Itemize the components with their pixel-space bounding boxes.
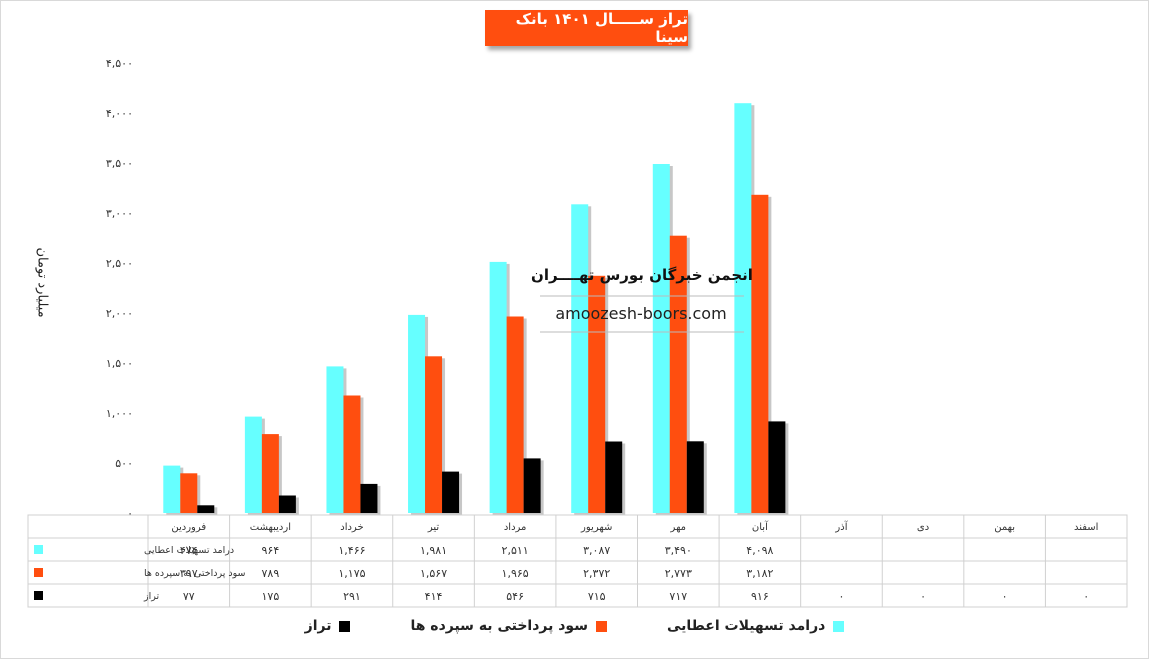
data-label: ۷۷ (183, 590, 195, 603)
data-label: ۴۱۴ (425, 590, 443, 603)
bar (163, 465, 181, 513)
category-label: فروردین (171, 522, 206, 533)
bar (425, 356, 443, 513)
bar (523, 458, 541, 513)
bar (343, 395, 361, 513)
bar (751, 194, 769, 514)
legend-swatch-interest (595, 620, 607, 632)
legend-item-balance: تراز (305, 618, 351, 634)
bar (588, 275, 606, 513)
category-label: بهمن (994, 522, 1015, 533)
data-label: ۳,۱۸۲ (746, 567, 773, 580)
bar (605, 441, 623, 513)
data-label: ۱,۵۶۷ (420, 567, 447, 580)
bar (506, 316, 524, 513)
data-label: ۹۶۴ (262, 544, 280, 557)
y-tick-label: ۱,۵۰۰ (106, 357, 133, 370)
watermark-url: amoozesh-boors.com (555, 304, 726, 323)
category-label: مهر (670, 522, 686, 533)
data-label: ۴,۰۹۸ (746, 544, 773, 557)
data-label: ۱۷۵ (262, 590, 280, 603)
y-tick-label: ۲,۵۰۰ (106, 257, 133, 270)
data-label: ۰ (1083, 590, 1089, 603)
table-legend-swatch (34, 545, 43, 554)
bar (686, 441, 704, 513)
data-label: ۰ (1002, 590, 1008, 603)
y-tick-label: ۰ (127, 507, 133, 520)
bar (768, 421, 786, 513)
y-tick-label: ۳,۵۰۰ (106, 157, 133, 170)
legend-swatch-balance (339, 620, 351, 632)
table-series-label: سود پرداختی به سپرده ها (144, 568, 246, 579)
table-series-label: تراز (143, 591, 159, 602)
legend-item-income: درامد تسهیلات اعطایی (666, 618, 845, 634)
data-label: ۰ (838, 590, 844, 603)
table-legend-swatch (34, 591, 43, 600)
bar (244, 416, 262, 513)
watermark-title: انجمن خبرگان بورس تهــــران (531, 266, 753, 284)
bar (734, 103, 752, 513)
data-label: ۷۱۷ (669, 590, 687, 603)
bar (360, 483, 378, 513)
bar (180, 473, 198, 513)
bar (278, 495, 296, 513)
chart-title: تراز ســـــال ۱۴۰۱ بانک سینا (515, 10, 688, 46)
y-tick-label: ۲,۰۰۰ (106, 307, 133, 320)
data-label: ۴۷۴ (180, 544, 198, 557)
data-label: ۲,۳۷۲ (583, 567, 610, 580)
category-label: اردیبهشت (250, 522, 291, 533)
data-label: ۳,۰۸۷ (583, 544, 610, 557)
category-label: تیر (427, 522, 440, 533)
data-label: ۲,۷۷۳ (665, 567, 692, 580)
legend-item-interest: سود پرداختی به سپرده ها (410, 618, 607, 634)
data-label: ۱,۴۶۶ (338, 544, 365, 557)
y-tick-label: ۵۰۰ (115, 457, 133, 470)
data-label: ۳۹۷ (180, 567, 198, 580)
legend-label-income: درامد تسهیلات اعطایی (666, 618, 826, 634)
bar (442, 471, 460, 513)
data-label: ۷۱۵ (588, 590, 606, 603)
y-tick-label: ۳,۰۰۰ (106, 207, 133, 220)
legend-label-balance: تراز (304, 618, 332, 634)
data-label: ۹۱۶ (751, 590, 769, 603)
data-label: ۵۴۶ (506, 590, 524, 603)
legend-swatch-income (833, 620, 845, 632)
data-label: ۱,۹۸۱ (420, 544, 447, 557)
bar (652, 164, 670, 513)
data-label: ۰ (920, 590, 926, 603)
data-label: ۳,۴۹۰ (665, 544, 692, 557)
data-label: ۲۹۱ (343, 590, 361, 603)
bar (408, 314, 426, 513)
y-tick-label: ۴,۵۰۰ (106, 57, 133, 70)
data-label: ۲,۵۱۱ (502, 544, 529, 557)
data-label: ۷۸۹ (262, 567, 280, 580)
category-label: دی (917, 522, 929, 533)
data-label: ۱,۹۶۵ (502, 567, 529, 580)
y-tick-label: ۱,۰۰۰ (106, 407, 133, 420)
category-label: شهریور (580, 522, 612, 533)
table-legend-swatch (34, 568, 43, 577)
category-label: مرداد (504, 522, 527, 533)
table-series-label: درامد تسهیلات اعطایی (144, 545, 234, 556)
bar (571, 204, 589, 514)
data-label: ۱,۱۷۵ (338, 567, 365, 580)
legend: درامد تسهیلات اعطایی سود پرداختی به سپرد… (0, 618, 1149, 634)
category-label: آذر (834, 520, 848, 533)
bar (197, 505, 215, 513)
bar (261, 434, 279, 513)
bar (489, 261, 507, 513)
category-label: آبان (752, 520, 769, 533)
y-tick-label: ۴,۰۰۰ (106, 107, 133, 120)
legend-label-interest: سود پرداختی به سپرده ها (410, 618, 588, 634)
chart-title-box: تراز ســـــال ۱۴۰۱ بانک سینا (485, 10, 688, 46)
category-label: خرداد (340, 522, 363, 533)
bar (326, 366, 344, 513)
bar (669, 235, 687, 513)
category-label: اسفند (1074, 522, 1098, 533)
